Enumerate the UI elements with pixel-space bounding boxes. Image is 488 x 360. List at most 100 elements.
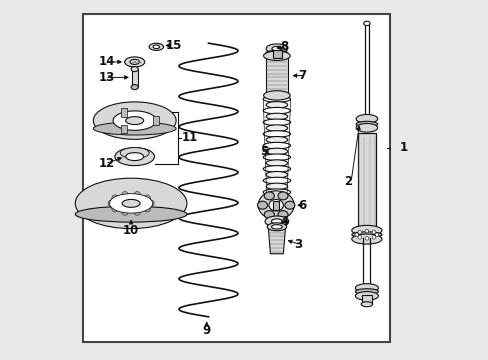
Ellipse shape — [264, 192, 274, 200]
Text: 12: 12 — [99, 157, 115, 170]
Circle shape — [134, 209, 140, 215]
Ellipse shape — [265, 160, 287, 166]
Ellipse shape — [131, 67, 138, 72]
Ellipse shape — [263, 154, 290, 161]
Text: 6: 6 — [298, 199, 306, 212]
Ellipse shape — [265, 113, 287, 120]
Ellipse shape — [271, 225, 282, 229]
Text: 8: 8 — [280, 40, 288, 53]
Ellipse shape — [75, 206, 186, 222]
Ellipse shape — [113, 111, 156, 130]
Circle shape — [143, 206, 150, 212]
Ellipse shape — [125, 117, 143, 125]
Ellipse shape — [258, 191, 294, 220]
Ellipse shape — [93, 102, 176, 139]
Circle shape — [357, 235, 361, 239]
Text: 1: 1 — [399, 141, 407, 154]
FancyBboxPatch shape — [265, 56, 287, 95]
Circle shape — [354, 233, 358, 237]
Text: 5: 5 — [260, 145, 268, 158]
FancyBboxPatch shape — [153, 116, 159, 125]
FancyBboxPatch shape — [361, 295, 371, 304]
Circle shape — [365, 229, 368, 233]
Ellipse shape — [268, 199, 283, 211]
Ellipse shape — [271, 46, 282, 51]
FancyBboxPatch shape — [121, 125, 126, 133]
Ellipse shape — [284, 201, 294, 209]
FancyBboxPatch shape — [121, 108, 126, 117]
Ellipse shape — [265, 171, 287, 178]
Text: 13: 13 — [99, 71, 115, 84]
Ellipse shape — [277, 192, 287, 200]
Circle shape — [122, 209, 128, 215]
Circle shape — [357, 230, 361, 234]
Ellipse shape — [130, 59, 139, 64]
Ellipse shape — [257, 201, 267, 209]
Ellipse shape — [263, 91, 289, 100]
Ellipse shape — [149, 43, 163, 50]
Ellipse shape — [75, 178, 186, 229]
Ellipse shape — [351, 232, 381, 238]
Ellipse shape — [131, 85, 138, 90]
Text: 3: 3 — [294, 238, 302, 251]
Ellipse shape — [265, 102, 287, 108]
Ellipse shape — [361, 302, 372, 307]
Ellipse shape — [153, 45, 159, 49]
Ellipse shape — [93, 122, 176, 135]
Circle shape — [112, 195, 118, 201]
Ellipse shape — [263, 96, 290, 102]
Ellipse shape — [263, 131, 290, 137]
Circle shape — [108, 200, 114, 207]
Ellipse shape — [120, 148, 149, 158]
Text: 7: 7 — [298, 69, 306, 82]
Ellipse shape — [263, 142, 290, 149]
Ellipse shape — [363, 21, 369, 26]
Circle shape — [112, 206, 118, 212]
Ellipse shape — [264, 211, 274, 219]
Ellipse shape — [355, 123, 377, 132]
Text: 11: 11 — [181, 131, 197, 144]
FancyBboxPatch shape — [272, 50, 281, 58]
Ellipse shape — [355, 121, 377, 127]
Ellipse shape — [265, 50, 287, 55]
Ellipse shape — [355, 292, 378, 300]
Ellipse shape — [265, 136, 287, 143]
FancyBboxPatch shape — [132, 69, 137, 87]
Ellipse shape — [265, 125, 287, 131]
Circle shape — [134, 192, 140, 198]
Text: 15: 15 — [165, 39, 182, 51]
Ellipse shape — [263, 166, 290, 172]
Ellipse shape — [265, 195, 287, 201]
Ellipse shape — [351, 225, 381, 235]
Text: 10: 10 — [122, 224, 139, 237]
Ellipse shape — [263, 107, 290, 114]
Ellipse shape — [264, 216, 288, 227]
Ellipse shape — [115, 148, 154, 166]
Circle shape — [143, 195, 150, 201]
Ellipse shape — [263, 119, 290, 126]
Circle shape — [371, 235, 375, 239]
FancyBboxPatch shape — [357, 133, 375, 230]
Circle shape — [371, 230, 375, 234]
Text: 4: 4 — [280, 215, 288, 228]
Ellipse shape — [355, 289, 378, 294]
Text: 14: 14 — [99, 55, 115, 68]
Ellipse shape — [355, 114, 377, 123]
Ellipse shape — [122, 199, 140, 207]
Text: 2: 2 — [344, 175, 352, 188]
Ellipse shape — [263, 51, 289, 60]
Polygon shape — [268, 227, 285, 254]
Ellipse shape — [265, 44, 287, 53]
Circle shape — [147, 200, 154, 207]
Circle shape — [122, 192, 128, 198]
Ellipse shape — [263, 189, 290, 195]
Ellipse shape — [263, 177, 290, 184]
Ellipse shape — [277, 211, 287, 219]
Circle shape — [365, 237, 368, 240]
Ellipse shape — [109, 194, 152, 213]
Ellipse shape — [271, 219, 282, 224]
Ellipse shape — [266, 223, 286, 231]
Ellipse shape — [355, 284, 378, 292]
Ellipse shape — [125, 153, 143, 161]
Ellipse shape — [124, 57, 144, 67]
